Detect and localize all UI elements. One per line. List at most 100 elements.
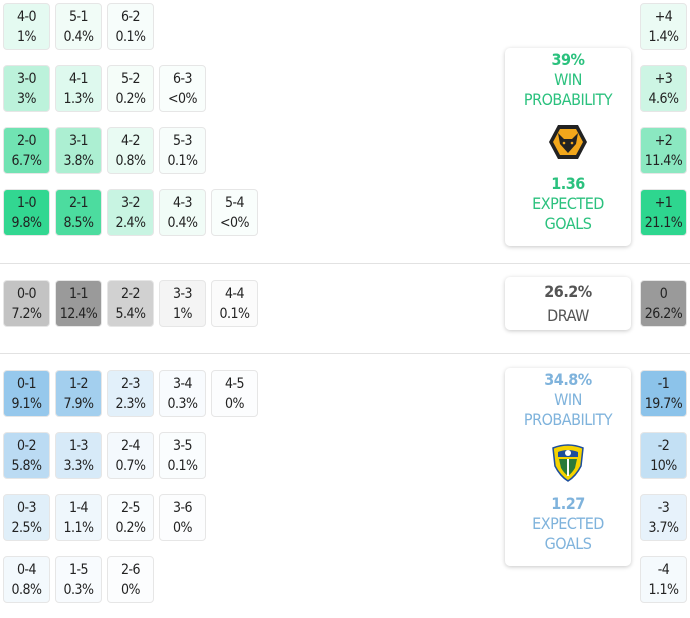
score-cell: 0-3 2.5% — [3, 494, 50, 541]
draw-summary-card: 26.2% DRAW — [505, 277, 631, 330]
score-probability: 0.2% — [115, 91, 147, 107]
score-cell: 0-2 5.8% — [3, 432, 50, 479]
home-xg: 1.36 — [551, 174, 585, 193]
score-probability: 2.4% — [115, 215, 147, 231]
score-label: 6-3 — [172, 71, 193, 87]
score-probability: 9.8% — [11, 215, 43, 231]
score-probability: 0.8% — [11, 582, 43, 598]
score-probability: 1.4% — [648, 29, 680, 45]
score-cell: 1-3 3.3% — [55, 432, 102, 479]
score-label: +1 — [654, 195, 673, 211]
home-win-pct: 39% — [551, 50, 585, 69]
score-cell: -3 3.7% — [640, 494, 687, 541]
score-probability: 0.4% — [63, 29, 95, 45]
score-cell: 5-4 <0% — [211, 189, 258, 236]
score-cell: 1-1 12.4% — [55, 280, 102, 327]
score-probability: 0.7% — [115, 458, 147, 474]
score-label: 2-3 — [120, 376, 141, 392]
score-cell: 2-4 0.7% — [107, 432, 154, 479]
away-win-label: WIN PROBABILITY — [523, 390, 613, 429]
away-win-pct: 34.8% — [544, 370, 592, 389]
score-cell: 1-2 7.9% — [55, 370, 102, 417]
score-probability: 1% — [17, 29, 36, 45]
score-probability: 6.7% — [11, 153, 43, 169]
score-label: 0 — [659, 286, 668, 302]
score-cell: 2-0 6.7% — [3, 127, 50, 174]
score-label: 0-1 — [16, 376, 37, 392]
score-probability: 10% — [650, 458, 677, 474]
home-xg-label: EXPECTED GOALS — [532, 194, 604, 233]
score-label: 2-1 — [68, 195, 89, 211]
score-cell: 6-3 <0% — [159, 65, 206, 112]
score-probability: 3.8% — [63, 153, 95, 169]
score-cell: 3-5 0.1% — [159, 432, 206, 479]
score-cell: 3-6 0% — [159, 494, 206, 541]
score-probability: 0.3% — [167, 396, 199, 412]
score-probability: 2.3% — [115, 396, 147, 412]
score-cell: +4 1.4% — [640, 3, 687, 50]
score-cell: 5-1 0.4% — [55, 3, 102, 50]
score-cell: 1-4 1.1% — [55, 494, 102, 541]
score-label: 1-5 — [68, 562, 89, 578]
home-win-label: WIN PROBABILITY — [523, 70, 613, 109]
score-label: +4 — [654, 9, 673, 25]
score-label: 4-0 — [16, 9, 37, 25]
score-label: 6-2 — [120, 9, 141, 25]
score-label: 3-3 — [172, 286, 193, 302]
score-label: 5-3 — [172, 133, 193, 149]
score-label: 4-5 — [224, 376, 245, 392]
score-probability: 0% — [225, 396, 244, 412]
score-probability: 5.8% — [11, 458, 43, 474]
score-label: -3 — [657, 500, 670, 516]
score-label: 2-5 — [120, 500, 141, 516]
score-label: 4-3 — [172, 195, 193, 211]
score-cell: 1-5 0.3% — [55, 556, 102, 603]
score-cell: 2-3 2.3% — [107, 370, 154, 417]
score-cell: 1-0 9.8% — [3, 189, 50, 236]
score-probability: 26.2% — [644, 306, 683, 322]
score-label: 5-4 — [224, 195, 245, 211]
score-probability: 0% — [121, 582, 140, 598]
score-label: 1-4 — [68, 500, 89, 516]
score-cell: 0 26.2% — [640, 280, 687, 327]
divider — [0, 353, 690, 354]
score-cell: 3-0 3% — [3, 65, 50, 112]
score-label: 4-2 — [120, 133, 141, 149]
score-label: 0-0 — [16, 286, 37, 302]
score-probability: 0.3% — [63, 582, 95, 598]
score-cell: 2-2 5.4% — [107, 280, 154, 327]
score-probability: 12.4% — [59, 306, 98, 322]
score-label: 3-2 — [120, 195, 141, 211]
score-label: +2 — [654, 133, 673, 149]
score-cell: 5-3 0.1% — [159, 127, 206, 174]
score-cell: 2-5 0.2% — [107, 494, 154, 541]
score-label: 2-4 — [120, 438, 141, 454]
score-label: 1-1 — [68, 286, 89, 302]
score-cell: 4-0 1% — [3, 3, 50, 50]
score-label: 0-2 — [16, 438, 37, 454]
score-label: 5-2 — [120, 71, 141, 87]
score-probability: 0.1% — [219, 306, 251, 322]
divider — [0, 263, 690, 264]
draw-pct: 26.2% — [544, 282, 592, 301]
score-label: 2-0 — [16, 133, 37, 149]
score-cell: 4-4 0.1% — [211, 280, 258, 327]
score-label: 3-0 — [16, 71, 37, 87]
score-cell: 0-0 7.2% — [3, 280, 50, 327]
score-label: 4-4 — [224, 286, 245, 302]
score-label: 5-1 — [68, 9, 89, 25]
score-cell: 4-2 0.8% — [107, 127, 154, 174]
away-summary-card: 34.8% WIN PROBABILITY 1.27 EXPECTED GOALS — [505, 368, 631, 566]
score-cell: 0-4 0.8% — [3, 556, 50, 603]
score-probability: 9.1% — [11, 396, 43, 412]
score-label: -2 — [657, 438, 670, 454]
score-probability: 0.1% — [115, 29, 147, 45]
score-probability: <0% — [167, 91, 198, 107]
score-probability: 7.9% — [63, 396, 95, 412]
score-probability: 3.3% — [63, 458, 95, 474]
score-cell: 4-1 1.3% — [55, 65, 102, 112]
score-cell: 3-4 0.3% — [159, 370, 206, 417]
score-cell: -1 19.7% — [640, 370, 687, 417]
score-label: 2-2 — [120, 286, 141, 302]
score-cell: 0-1 9.1% — [3, 370, 50, 417]
